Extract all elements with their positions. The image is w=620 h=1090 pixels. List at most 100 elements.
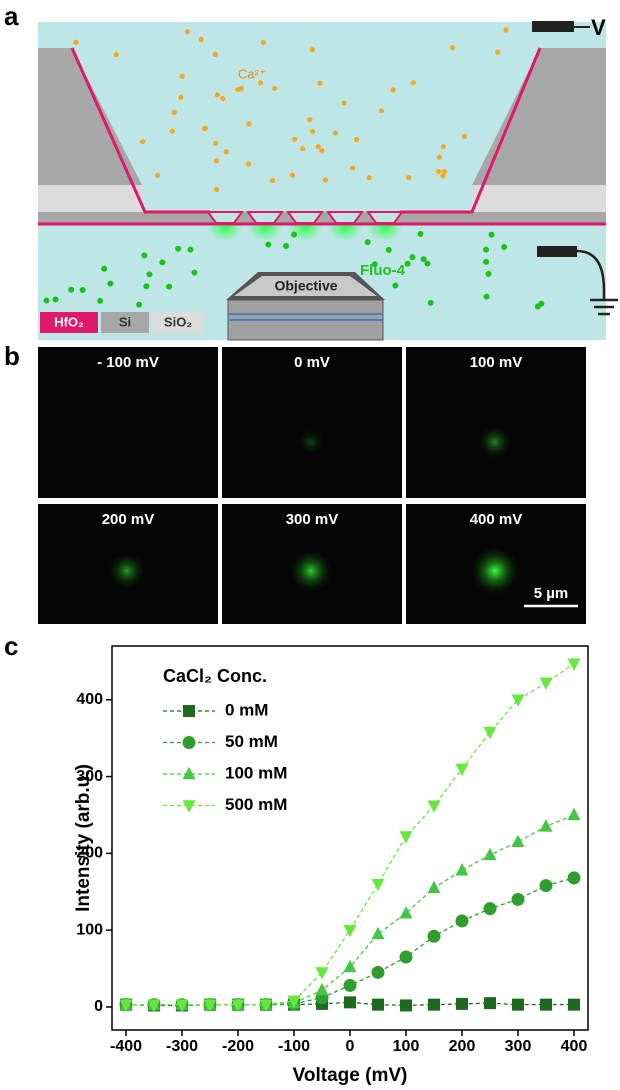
calcium-dot	[350, 165, 356, 171]
marker	[343, 959, 357, 973]
x-tick-label: -200	[222, 1038, 254, 1055]
calcium-dot	[322, 177, 329, 183]
legend-marker	[182, 766, 196, 780]
legend-label: Si	[119, 314, 131, 329]
image-label: - 100 mV	[97, 354, 159, 371]
panel-label: b	[4, 341, 20, 371]
marker	[315, 982, 329, 996]
fluorescence-spot	[478, 425, 512, 459]
marker	[483, 726, 497, 740]
scale-bar-label: 5 µm	[534, 585, 569, 602]
calcium-dot	[354, 136, 360, 143]
legend-label: 50 mM	[225, 732, 278, 751]
image-label: 100 mV	[470, 354, 523, 371]
dye-dot	[191, 269, 198, 276]
marker	[483, 847, 497, 861]
calcium-dot	[213, 158, 220, 164]
legend-label: 100 mM	[225, 763, 287, 782]
dye-dot	[483, 246, 490, 253]
legend-marker	[182, 800, 196, 813]
dye-dot	[420, 256, 427, 263]
marker	[315, 967, 329, 980]
marker	[175, 999, 189, 1012]
calcium-dot	[310, 128, 316, 135]
y-tick-label: 400	[76, 691, 103, 708]
marker	[399, 831, 413, 844]
calcium-dot	[212, 51, 218, 58]
dye-dot	[166, 283, 173, 290]
calcium-dot	[223, 149, 229, 155]
legend-swatch	[152, 312, 204, 333]
marker	[455, 914, 469, 928]
calcium-dot	[317, 80, 323, 86]
hfo2-coating	[70, 47, 210, 214]
calcium-dot	[495, 49, 501, 55]
dye-dot	[483, 293, 490, 300]
marker	[231, 999, 245, 1012]
dye-dot	[409, 254, 416, 261]
calcium-dot	[269, 177, 276, 183]
y-tick-label: 100	[76, 921, 103, 938]
image-label: 400 mV	[470, 511, 523, 528]
dye-dot	[187, 246, 194, 253]
calcium-dot	[257, 80, 264, 86]
dye-dot	[392, 282, 399, 289]
calcium-dot	[238, 85, 244, 92]
marker	[203, 999, 217, 1012]
dye-dot	[483, 258, 490, 265]
calcium-dot	[260, 39, 267, 46]
dye-dot	[283, 243, 290, 250]
x-tick-label: 300	[505, 1038, 532, 1055]
calcium-dot	[212, 140, 219, 146]
dye-dot	[43, 297, 50, 304]
dye-dot	[291, 231, 298, 238]
y-tick-label: 300	[76, 768, 103, 785]
legend-title: CaCl₂ Conc.	[163, 666, 267, 686]
marker	[568, 998, 580, 1011]
calcium-dot	[315, 144, 321, 150]
marker	[344, 996, 356, 1009]
calcium-dot	[366, 175, 372, 181]
calcium-dot	[292, 136, 298, 143]
calcium-dot	[378, 108, 385, 114]
y-axis-title: Intensity (arb.u.)	[73, 764, 94, 912]
marker	[511, 694, 525, 707]
image-grid: - 100 mV 0 mV 100 mV 200 mV 300 mV 400 mV 5 µm	[38, 347, 586, 624]
dye-dot	[52, 296, 59, 303]
marker	[399, 906, 413, 919]
dye-dot	[488, 231, 495, 238]
calcium-dot	[449, 45, 456, 51]
legend-marker	[182, 736, 196, 749]
x-tick-label: 200	[449, 1038, 476, 1055]
sio2-layer	[472, 185, 606, 212]
calcium-dot	[503, 27, 509, 33]
micrograph	[222, 347, 402, 498]
calcium-dot	[440, 144, 446, 150]
calcium-dot	[272, 85, 278, 91]
image-label: 200 mV	[102, 511, 155, 528]
calcium-dot	[73, 39, 79, 45]
dye-dot	[143, 283, 150, 290]
dye-label: Fluo-4	[360, 262, 406, 279]
calcium-dot	[179, 73, 185, 79]
x-tick-label: 400	[561, 1038, 588, 1055]
calcium-dot	[220, 95, 226, 102]
dye-dot	[68, 286, 75, 293]
nanowells	[206, 211, 404, 241]
marker	[427, 880, 441, 894]
marker	[427, 929, 441, 943]
calcium-dot	[406, 174, 412, 181]
ground	[576, 249, 618, 316]
legend-marker	[183, 705, 195, 717]
calcium-dot	[461, 133, 468, 139]
dye-dot	[385, 246, 392, 253]
calcium-dot	[184, 29, 191, 35]
marker	[456, 997, 468, 1010]
image-label: 0 mV	[294, 354, 330, 371]
calcium-dot	[436, 154, 443, 160]
marker	[372, 998, 384, 1011]
calcium-dot	[319, 148, 325, 154]
calcium-dot	[169, 128, 175, 134]
marker	[371, 965, 385, 979]
